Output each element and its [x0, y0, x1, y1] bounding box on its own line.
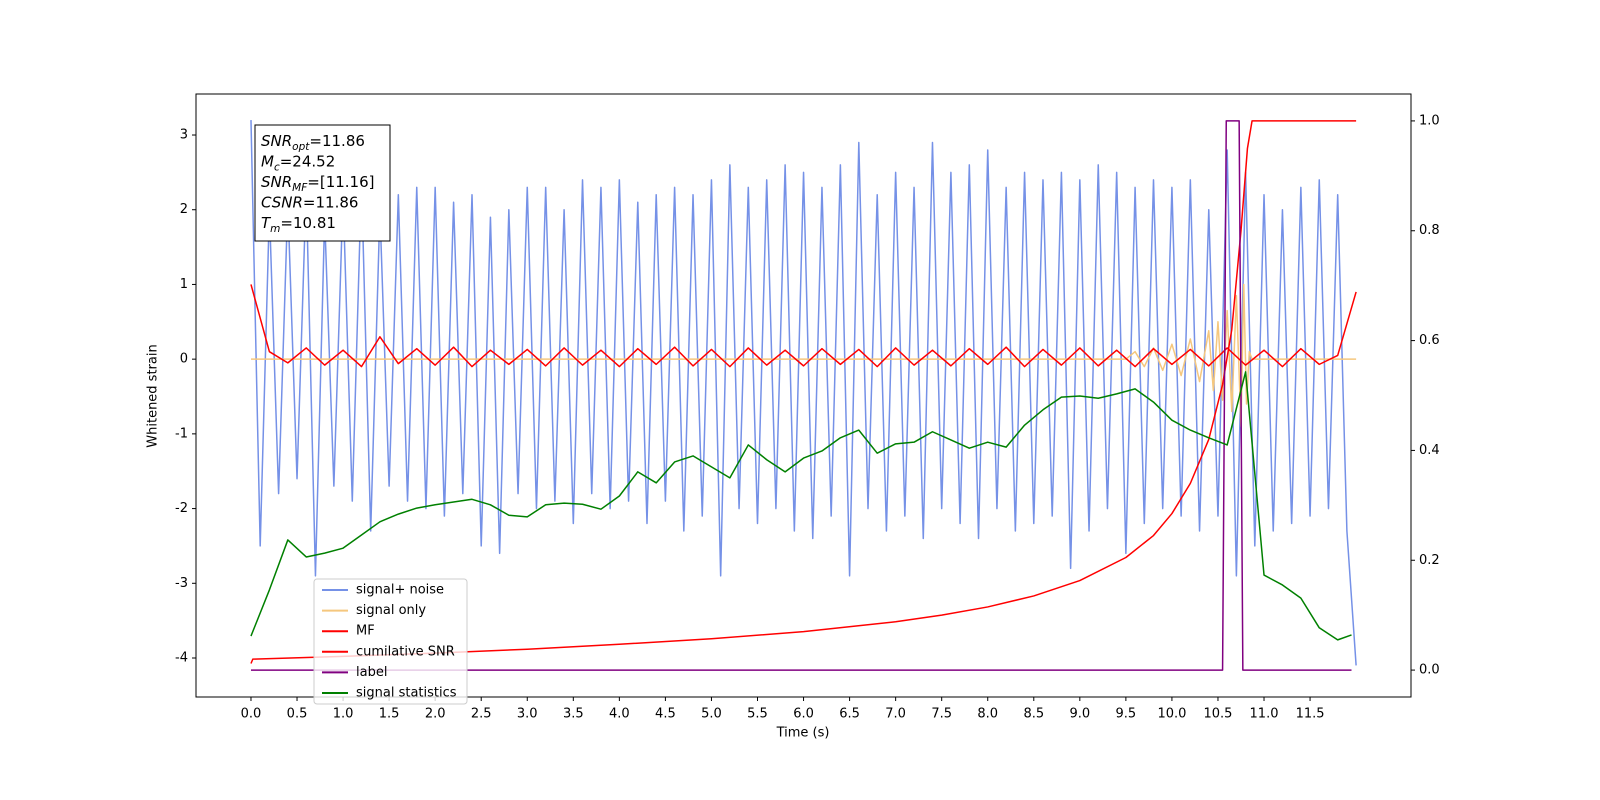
annotation-value: =11.86: [309, 132, 365, 150]
x-tick-label: 10.0: [1157, 707, 1186, 722]
annotation-subscript: m: [270, 223, 280, 235]
annotation-line: SNRopt=11.86: [261, 132, 365, 154]
y-axis-label: Whitened strain: [146, 344, 161, 447]
x-tick-label: 11.5: [1296, 707, 1325, 722]
annotation-subscript: c: [274, 162, 280, 174]
legend-label: cumilative SNR: [356, 644, 455, 659]
y-tick-label: 0: [180, 352, 188, 367]
annotation-line: Tm=10.81: [261, 214, 336, 236]
y-tick-label: -2: [175, 501, 188, 516]
x-tick-label: 6.0: [793, 707, 814, 722]
y-tick-label: 1: [180, 277, 188, 292]
series-line: [250, 284, 1357, 368]
y-tick-label: 3: [180, 128, 188, 143]
annotation-symbol: CSNR: [261, 193, 303, 211]
x-tick-label: 10.5: [1203, 707, 1232, 722]
x-tick-label: 2.5: [471, 707, 492, 722]
legend-label: signal+ noise: [356, 583, 444, 598]
annotation-symbol: T: [261, 214, 272, 232]
annotation-symbol: M: [261, 152, 274, 170]
x-tick-label: 4.0: [609, 707, 630, 722]
y2-tick-label: 0.0: [1419, 663, 1440, 678]
annotation-line: CSNR=11.86: [261, 193, 358, 211]
x-tick-label: 8.5: [1023, 707, 1044, 722]
x-tick-label: 2.0: [425, 707, 446, 722]
legend-box: [313, 578, 468, 705]
y2-tick-label: 1.0: [1419, 113, 1440, 128]
annotation-symbol: SNR: [261, 132, 292, 150]
x-tick-label: 3.5: [563, 707, 584, 722]
series-line: [250, 120, 1357, 666]
x-tick-label: 11.0: [1250, 707, 1279, 722]
x-tick-label: 0.0: [241, 707, 262, 722]
x-tick-label: 3.0: [517, 707, 538, 722]
y-tick-label: -1: [175, 426, 188, 441]
legend-label: label: [356, 665, 387, 680]
y-tick-label: 2: [180, 202, 188, 217]
legend-label: signal only: [356, 603, 426, 618]
x-tick-label: 1.5: [379, 707, 400, 722]
annotation-value: =11.86: [303, 193, 359, 211]
y2-tick-label: 0.4: [1419, 443, 1440, 458]
annotation-line: Mc=24.52: [261, 152, 335, 174]
annotation-value: =[11.16]: [307, 173, 374, 191]
y2-tick-label: 0.6: [1419, 333, 1440, 348]
legend-label: signal statistics: [356, 686, 457, 701]
x-tick-label: 4.5: [655, 707, 676, 722]
legend-label: MF: [356, 624, 375, 639]
x-tick-label: 7.5: [931, 707, 952, 722]
x-tick-label: 9.0: [1069, 707, 1090, 722]
x-tick-label: 8.0: [977, 707, 998, 722]
annotation-subscript: MF: [292, 182, 308, 194]
series-line: [250, 371, 1352, 641]
x-tick-label: 5.5: [747, 707, 768, 722]
y2-tick-label: 0.8: [1419, 223, 1440, 238]
y2-tick-label: 0.2: [1419, 553, 1440, 568]
x-axis-label: Time (s): [776, 726, 830, 741]
annotation-symbol: SNR: [261, 173, 292, 191]
annotation-subscript: opt: [292, 141, 310, 153]
plot-frame: [195, 93, 1412, 698]
annotation-box: [254, 124, 391, 242]
annotation-value: =24.52: [280, 152, 336, 170]
y-tick-label: -4: [175, 651, 188, 666]
series-line: [250, 120, 1357, 664]
x-tick-label: 5.0: [701, 707, 722, 722]
x-tick-label: 7.0: [885, 707, 906, 722]
x-tick-label: 0.5: [287, 707, 308, 722]
series-line: [250, 283, 1357, 428]
x-tick-label: 6.5: [839, 707, 860, 722]
annotation-line: SNRMF=[11.16]: [261, 173, 375, 195]
y-tick-label: -3: [175, 576, 188, 591]
x-tick-label: 1.0: [333, 707, 354, 722]
series-line: [250, 120, 1352, 671]
annotation-value: =10.81: [280, 214, 336, 232]
x-tick-label: 9.5: [1116, 707, 1137, 722]
